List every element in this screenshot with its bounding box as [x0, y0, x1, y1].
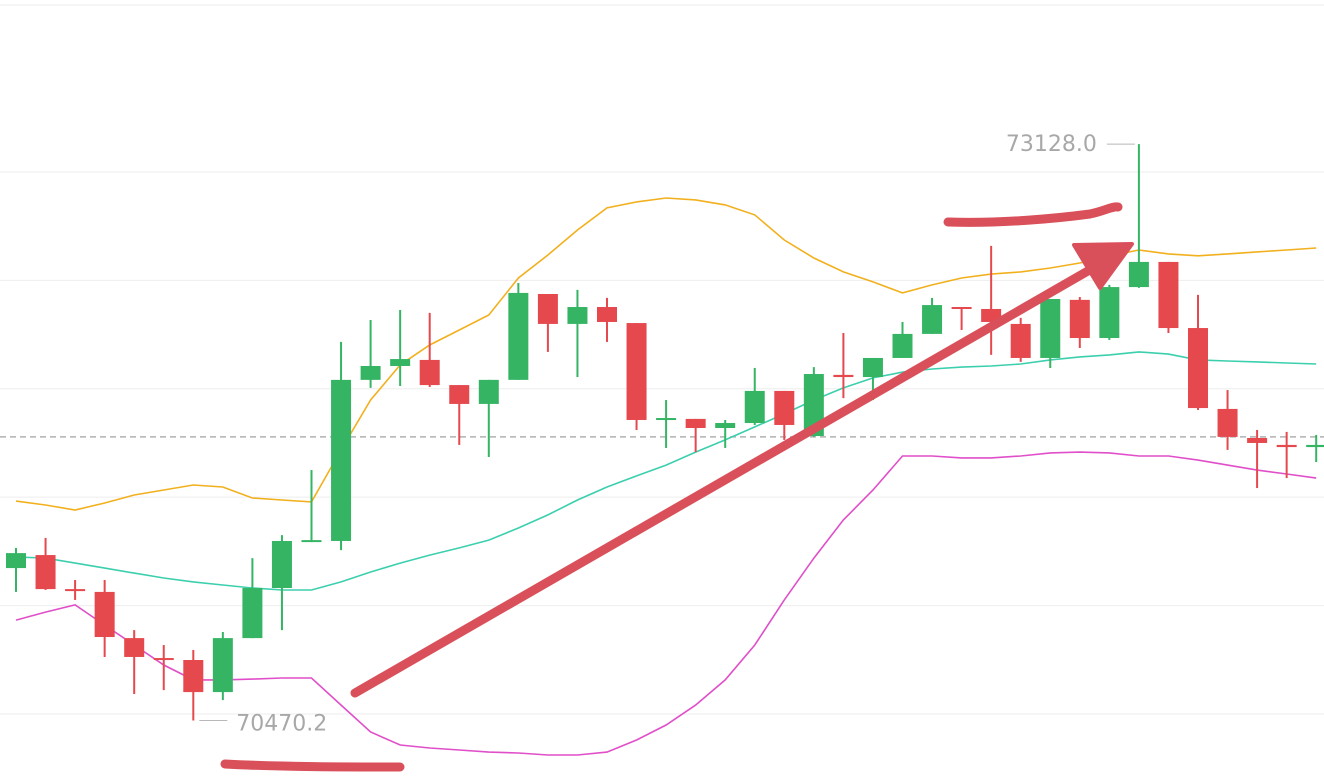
candle-body [94, 591, 115, 638]
bands [15, 197, 1317, 756]
candle-body [35, 555, 56, 590]
candle-body [6, 553, 26, 569]
candle-body [1069, 299, 1090, 339]
candle-body [1276, 444, 1297, 448]
candle-body [1247, 437, 1268, 443]
candle-body [892, 333, 913, 358]
candle-body [1217, 408, 1238, 437]
arrow-head [1072, 242, 1134, 290]
annotation-label: 73128.0 [1006, 132, 1097, 157]
candle-body [271, 540, 292, 589]
candle-body [862, 357, 883, 378]
candle-body [153, 658, 174, 661]
candle-body [1040, 298, 1061, 358]
candle-body [1010, 323, 1031, 358]
candle-body [537, 294, 558, 324]
candle-body [803, 374, 824, 437]
candle-body [478, 379, 499, 404]
candle-body [685, 418, 706, 429]
candle-body [360, 365, 381, 380]
candle-body [951, 307, 972, 310]
candle-body [626, 323, 647, 420]
candle-body [922, 305, 943, 334]
candle-body [212, 638, 233, 693]
candle-body [744, 390, 765, 424]
candle-body [508, 292, 529, 380]
highlight-stroke [220, 759, 405, 772]
annotation-label: 70470.2 [236, 711, 327, 736]
candle-body [774, 390, 795, 425]
candle-body [242, 588, 263, 639]
candle-body [1188, 328, 1208, 409]
candle-body [567, 307, 588, 324]
candle-body [656, 418, 677, 421]
candle-body [1158, 261, 1179, 329]
band-line [15, 351, 1317, 591]
candle-body [419, 359, 440, 386]
candle-body [331, 379, 352, 541]
highlight-stroke [943, 202, 1123, 227]
candle-body [1306, 444, 1324, 448]
hand-drawing [220, 202, 1134, 772]
candle-body [390, 359, 411, 366]
candle-body [1128, 261, 1149, 288]
grid [0, 171, 1324, 715]
candle-body [597, 307, 617, 322]
candle-body [449, 385, 470, 404]
arrow-shaft [350, 259, 1105, 698]
candle-body [715, 423, 736, 429]
candles [6, 144, 1324, 721]
candle-body [301, 540, 322, 543]
annotations: 73128.0 70470.2 [199, 132, 1135, 736]
candle-body [183, 660, 204, 693]
candle-body [65, 589, 86, 592]
candle-body [124, 638, 145, 657]
candle-body [833, 374, 854, 378]
candle-body [1099, 287, 1120, 339]
